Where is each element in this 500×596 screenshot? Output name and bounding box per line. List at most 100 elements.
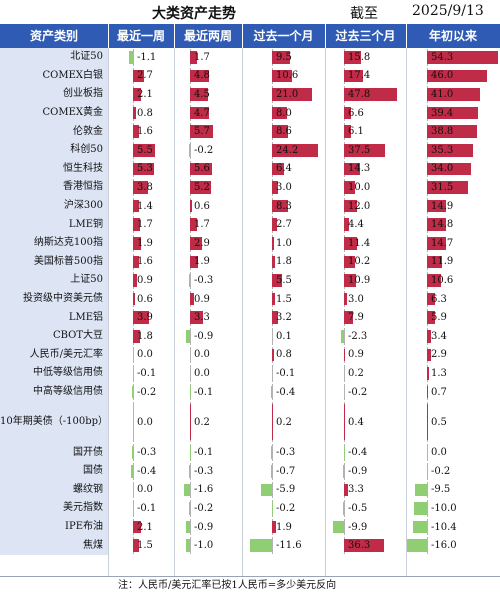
value-bar (272, 293, 275, 306)
value-label: 37.5 (348, 141, 370, 160)
column-divider (406, 48, 407, 576)
zero-line (272, 444, 273, 461)
value-label: -0.1 (194, 443, 213, 462)
value-label: 1.9 (137, 234, 153, 253)
value-label: 8.3 (276, 197, 292, 216)
date-label: 2025/9/13 (412, 3, 484, 19)
zero-line (344, 519, 345, 536)
value-bar (344, 293, 347, 306)
asset-name: 科创50 (0, 141, 108, 160)
value-bar (189, 502, 190, 515)
value-label: 1.7 (194, 215, 210, 234)
value-label: 5.3 (137, 160, 153, 179)
value-bar (427, 386, 428, 399)
header-1w: 最近一周 (108, 24, 174, 48)
value-label: 3.9 (137, 308, 153, 327)
asset-name: 人民币/美元汇率 (0, 346, 108, 365)
value-label: 6.6 (348, 104, 364, 123)
value-bar (271, 446, 272, 459)
zero-line (133, 384, 134, 401)
value-label: -0.2 (137, 383, 156, 402)
asset-name: 美国标普500指 (0, 253, 108, 272)
value-label: 5.7 (194, 122, 210, 141)
value-label: 4.4 (348, 215, 364, 234)
zero-line (190, 365, 191, 382)
value-label: 1.5 (137, 536, 153, 555)
zero-line (272, 384, 273, 401)
header-category: 资产类别 (0, 24, 108, 48)
zero-line (190, 347, 191, 364)
value-label: 0.2 (276, 401, 292, 443)
value-label: 1.9 (276, 518, 292, 537)
value-label: 12.0 (348, 197, 370, 216)
value-bar (132, 446, 133, 459)
value-label: 4.5 (194, 85, 210, 104)
asof-label: 截至 (350, 3, 378, 23)
value-label: 15.8 (348, 48, 370, 67)
value-label: -1.1 (137, 48, 156, 67)
value-label: 0.1 (276, 327, 292, 346)
asset-name: 上证50 (0, 271, 108, 290)
value-bar (406, 539, 427, 552)
value-label: 2.7 (137, 67, 153, 86)
asset-name: 北证50 (0, 48, 108, 67)
asset-name: IPE布油 (0, 518, 108, 537)
value-label: 11.4 (348, 234, 370, 253)
value-label: 0.9 (194, 290, 210, 309)
value-label: -10.4 (431, 518, 457, 537)
value-label: 0.5 (431, 401, 447, 443)
zero-line (133, 463, 134, 480)
zero-line (427, 500, 428, 517)
value-label: -0.3 (194, 462, 213, 481)
value-label: 0.8 (137, 104, 153, 123)
value-label: 6.1 (348, 122, 364, 141)
zero-line (427, 537, 428, 554)
value-label: -0.9 (194, 327, 213, 346)
value-label: 0.2 (348, 364, 364, 383)
value-label: 0.0 (194, 364, 210, 383)
value-bar (272, 237, 274, 250)
zero-line (272, 463, 273, 480)
zero-line (272, 482, 273, 499)
value-label: 0.6 (137, 290, 153, 309)
value-label: 2.9 (431, 346, 447, 365)
asset-name: 伦敦金 (0, 122, 108, 141)
value-label: 54.3 (431, 48, 453, 67)
value-bar (343, 465, 344, 478)
value-bar (189, 144, 190, 157)
header-ytd: 年初以来 (406, 24, 500, 48)
value-label: 6.3 (431, 290, 447, 309)
zero-line (133, 482, 134, 499)
value-label: -0.7 (276, 462, 295, 481)
zero-line (133, 347, 134, 364)
zero-line (344, 365, 345, 382)
value-label: -9.5 (431, 481, 450, 500)
zero-line (427, 519, 428, 536)
value-label: 0.0 (137, 481, 153, 500)
zero-line (344, 444, 345, 461)
value-bar (271, 465, 272, 478)
value-bar (414, 502, 427, 515)
value-label: -11.6 (276, 536, 302, 555)
value-label: 0.9 (348, 346, 364, 365)
zero-line (344, 328, 345, 345)
zero-line (427, 444, 428, 461)
asset-name: 美元指数 (0, 499, 108, 518)
header-divider (242, 24, 243, 48)
zero-line (190, 384, 191, 401)
value-label: 3.0 (348, 290, 364, 309)
header-2w: 最近两周 (174, 24, 242, 48)
value-label: -0.2 (194, 141, 213, 160)
zero-line (190, 519, 191, 536)
value-label: 14.8 (431, 215, 453, 234)
value-label: 0.0 (137, 346, 153, 365)
column-divider (108, 48, 109, 576)
value-label: 1.6 (137, 122, 153, 141)
